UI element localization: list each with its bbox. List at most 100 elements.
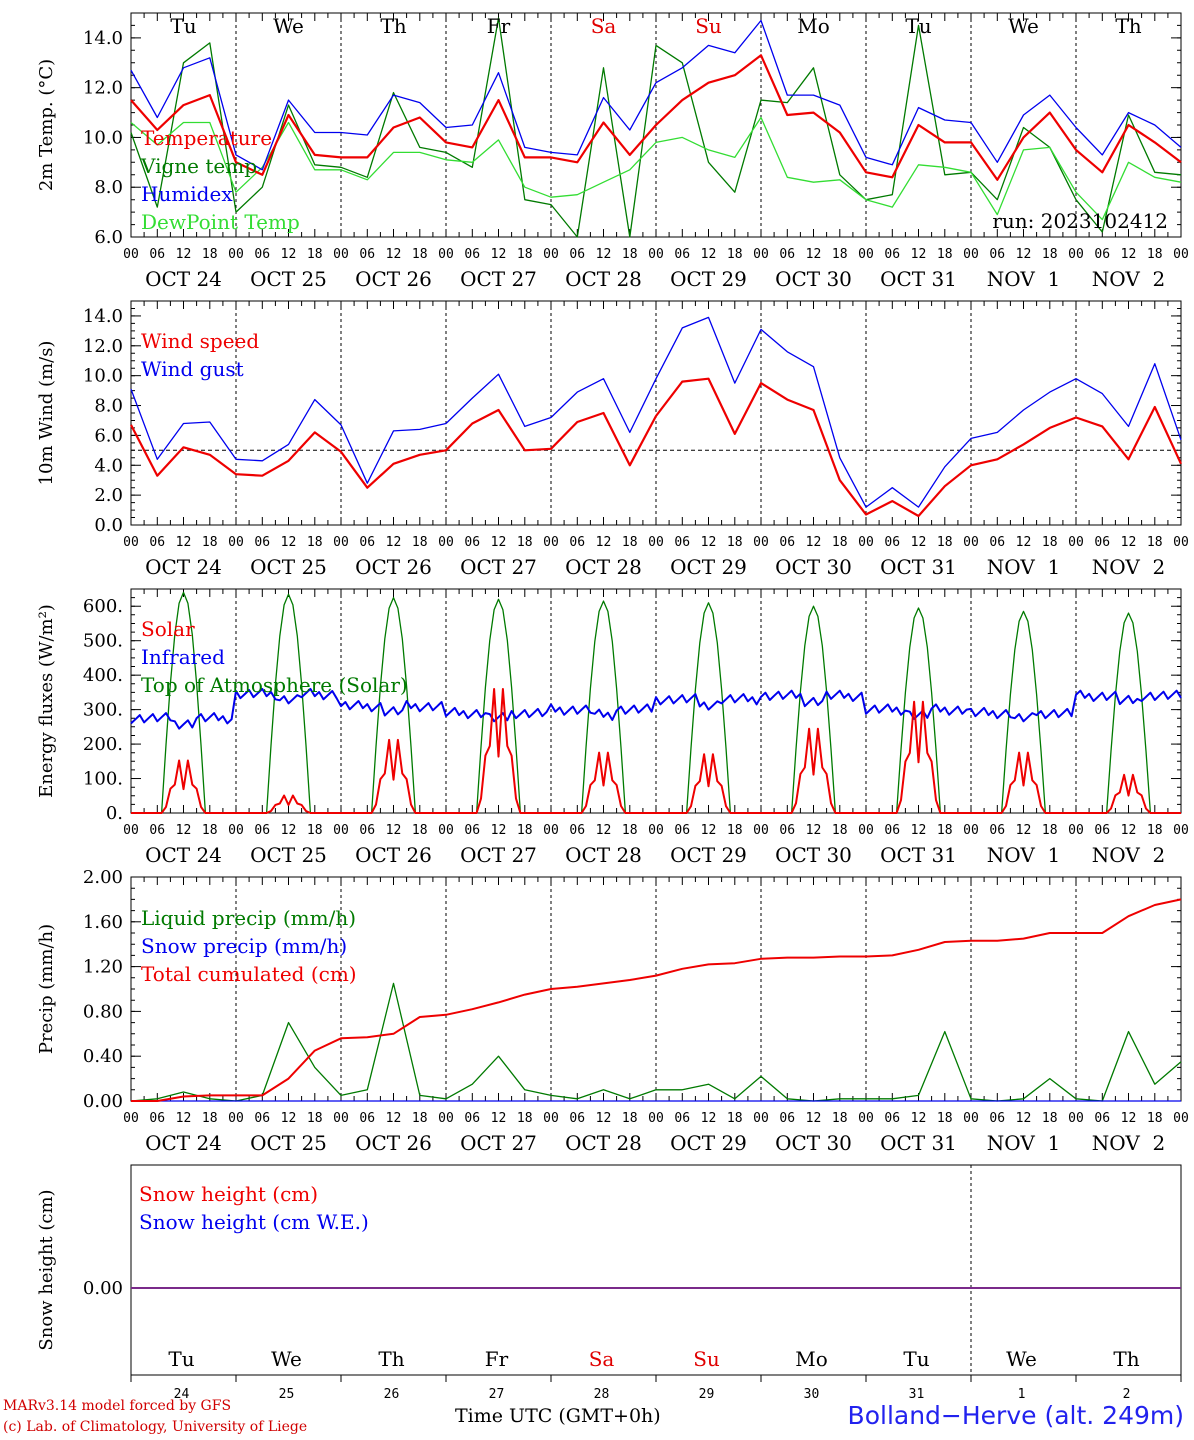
hour-label: 12 — [281, 823, 297, 838]
weekday-label: We — [1008, 14, 1039, 38]
hour-label: 06 — [569, 823, 585, 838]
weekday-label: Th — [1113, 1347, 1139, 1371]
legend-entry: Temperature — [141, 126, 272, 150]
hour-label: 18 — [937, 1111, 953, 1126]
hour-label: 18 — [202, 1111, 218, 1126]
y-tick-label: 6.0 — [94, 425, 123, 446]
hour-label: 12 — [911, 247, 927, 262]
hour-label: 00 — [543, 1111, 559, 1126]
time-ticks — [130, 13, 1182, 237]
hour-label: 06 — [1094, 823, 1110, 838]
hour-label: 12 — [491, 247, 507, 262]
hour-label: 12 — [386, 535, 402, 550]
date-label: OCT 24 — [145, 1131, 222, 1155]
legend-entry: Snow height (cm) — [139, 1182, 318, 1206]
hour-label: 06 — [149, 535, 165, 550]
weekday-label: Su — [693, 1347, 720, 1371]
y-tick-label: 100. — [83, 769, 123, 790]
hour-label: 12 — [491, 535, 507, 550]
legend-entry: Wind speed — [141, 329, 259, 353]
date-label: OCT 29 — [670, 267, 747, 291]
hour-label: 00 — [438, 823, 454, 838]
y-axis-label: 2m Temp. (°C) — [36, 59, 57, 191]
y-tick-label: 200. — [83, 734, 123, 755]
hour-label: 06 — [254, 823, 270, 838]
hour-label: 00 — [123, 247, 139, 262]
hour-label: 18 — [832, 823, 848, 838]
hour-label: 00 — [1068, 535, 1084, 550]
hour-label: 12 — [1016, 823, 1032, 838]
time-ticks — [130, 301, 1182, 525]
legend-entry: Total cumulated (cm) — [141, 962, 357, 986]
hour-label: 00 — [1173, 535, 1189, 550]
series-line — [130, 54, 1182, 181]
hour-label: 06 — [359, 1111, 375, 1126]
date-label: NOV 1 — [987, 555, 1060, 579]
hour-label: 18 — [622, 247, 638, 262]
y-tick-label: 2.00 — [83, 867, 123, 888]
date-label: OCT 31 — [880, 267, 957, 291]
hour-label: 00 — [753, 247, 769, 262]
panel-frame — [130, 300, 1182, 526]
hour-label: 12 — [596, 1111, 612, 1126]
y-tick-label: 6.0 — [94, 227, 123, 248]
time-axis-label: Time UTC (GMT+0h) — [455, 1405, 661, 1427]
hour-label: 18 — [202, 247, 218, 262]
hour-label: 06 — [884, 247, 900, 262]
hour-label: 12 — [386, 823, 402, 838]
hour-label: 18 — [412, 823, 428, 838]
date-label: OCT 25 — [250, 1131, 327, 1155]
weekday-label: Tu — [168, 1347, 194, 1371]
hour-label: 18 — [1147, 535, 1163, 550]
y-tick-label: 4.0 — [94, 455, 123, 476]
weekday-label: Tu — [903, 1347, 929, 1371]
hour-label: 12 — [806, 823, 822, 838]
weekday-label: Fr — [485, 1347, 509, 1371]
y-tick-label: 0.00 — [83, 1091, 123, 1112]
hour-label: 00 — [1173, 1111, 1189, 1126]
date-label: OCT 24 — [145, 267, 222, 291]
hour-label: 06 — [884, 535, 900, 550]
hour-label: 12 — [281, 535, 297, 550]
weekday-label: Fr — [487, 14, 511, 38]
hour-label: 18 — [202, 535, 218, 550]
series-line — [130, 316, 1182, 508]
hour-label: 12 — [281, 247, 297, 262]
hour-label: 18 — [727, 823, 743, 838]
y-axis-label: 10m Wind (m/s) — [36, 341, 57, 486]
hour-label: 06 — [989, 823, 1005, 838]
hour-label: 18 — [832, 535, 848, 550]
hour-label: 12 — [1121, 535, 1137, 550]
hour-label: 06 — [989, 535, 1005, 550]
day-number-label: 1 — [1018, 1387, 1026, 1402]
hour-label: 00 — [333, 823, 349, 838]
date-label: OCT 27 — [460, 843, 537, 867]
station-label: Bolland−Herve (alt. 249m) — [847, 1401, 1184, 1430]
y-tick-label: 1.20 — [83, 957, 123, 978]
y-tick-label: 0. — [106, 803, 123, 824]
hour-label: 18 — [307, 1111, 323, 1126]
hour-label: 06 — [884, 1111, 900, 1126]
date-label: NOV 2 — [1092, 843, 1165, 867]
hour-label: 06 — [779, 535, 795, 550]
series-line — [131, 688, 1181, 814]
credit-line-1: MARv3.14 model forced by GFS — [3, 1398, 232, 1414]
hour-label: 06 — [674, 535, 690, 550]
hour-label: 18 — [1147, 1111, 1163, 1126]
hour-label: 00 — [753, 1111, 769, 1126]
y-tick-label: 12.0 — [83, 78, 123, 99]
credit-line-2: (c) Lab. of Climatology, University of L… — [3, 1419, 308, 1435]
weekday-label: Sa — [589, 1347, 615, 1371]
date-label: NOV 2 — [1092, 555, 1165, 579]
hour-label: 06 — [464, 1111, 480, 1126]
hour-label: 12 — [596, 247, 612, 262]
hour-label: 00 — [858, 1111, 874, 1126]
y-tick-label: 8.0 — [94, 177, 123, 198]
hour-label: 12 — [701, 247, 717, 262]
weekday-label: Tu — [905, 14, 931, 38]
hour-label: 06 — [569, 1111, 585, 1126]
hour-label: 18 — [727, 535, 743, 550]
weekday-label: We — [1006, 1347, 1037, 1371]
date-label: OCT 30 — [775, 555, 852, 579]
